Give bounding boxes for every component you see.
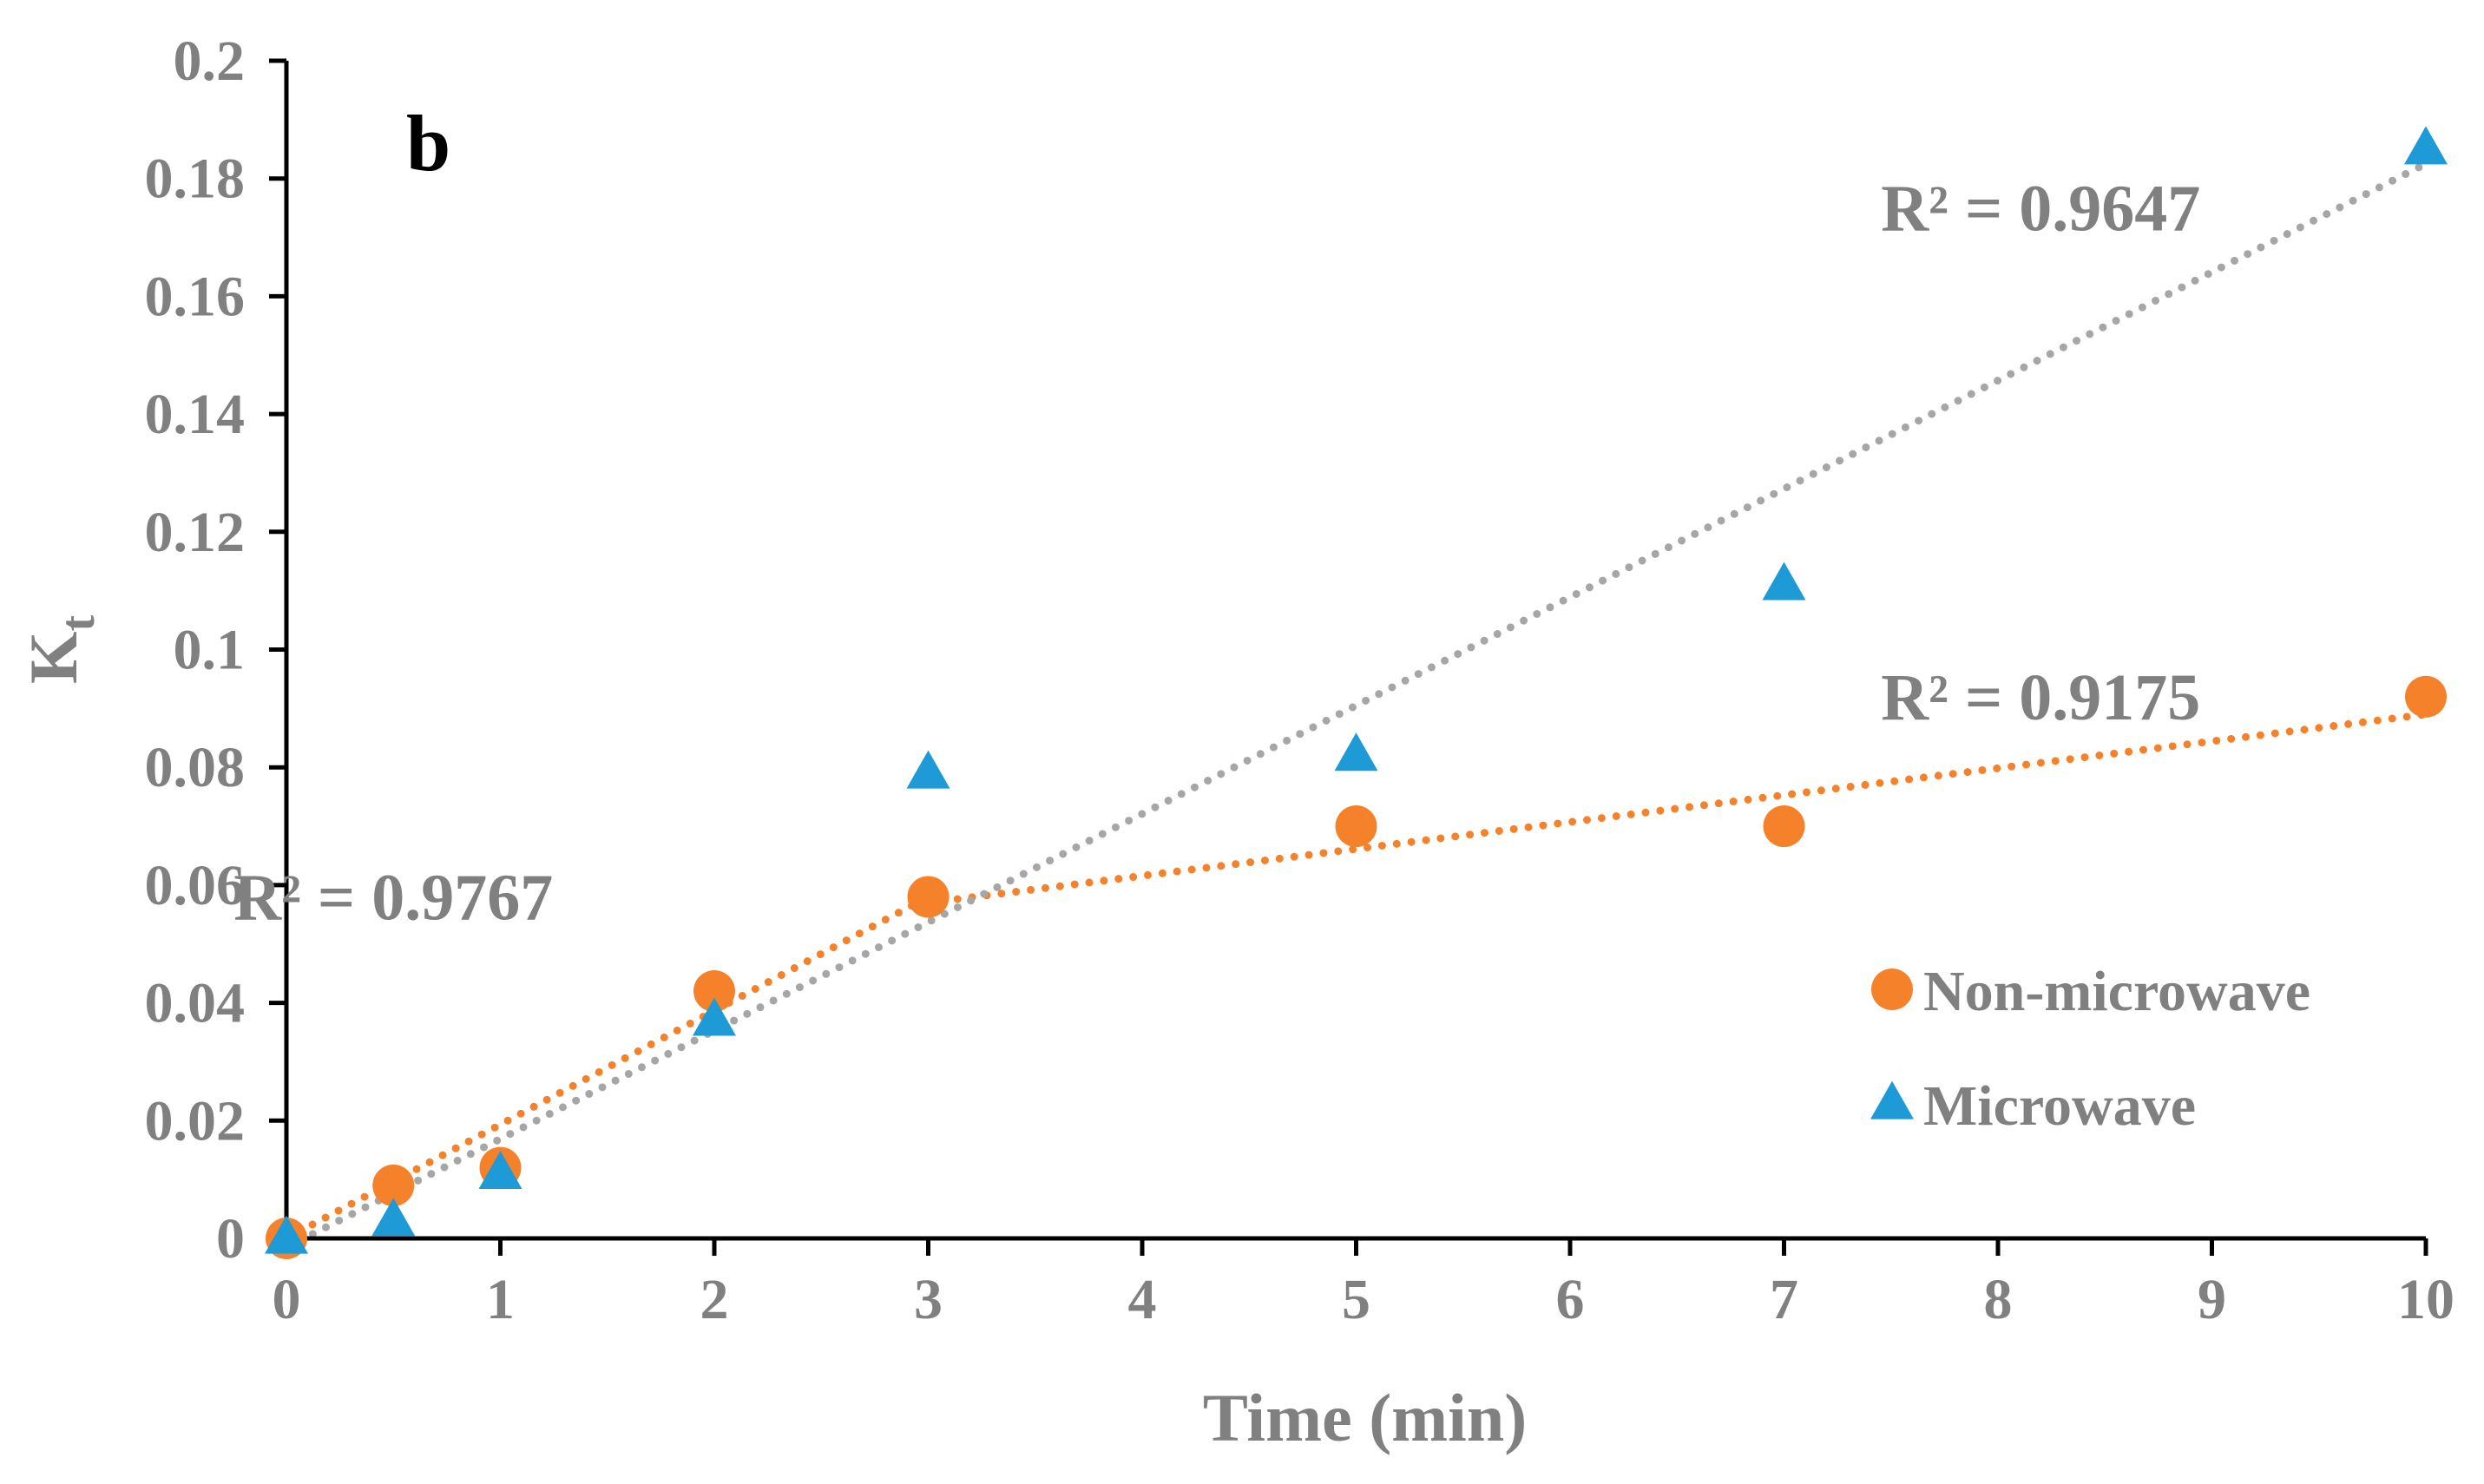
r-squared-annotation-2: R² = 0.9647: [1881, 173, 2200, 246]
y-axis-title-main: K: [16, 631, 91, 684]
data-point-microwave: [371, 1198, 416, 1237]
y-tick-label: 0.02: [145, 1089, 246, 1152]
data-point-non-microwave: [693, 970, 735, 1013]
legend: Non-microwave Microwave: [1870, 960, 2310, 1138]
y-tick-label: 0.06: [145, 854, 246, 917]
y-tick-label: 0.08: [145, 736, 246, 799]
data-point-non-microwave: [372, 1164, 415, 1206]
y-tick-label: 0.12: [145, 501, 246, 564]
legend-marker-non-microwave: [1871, 969, 1913, 1010]
x-tick-label: 3: [914, 1268, 943, 1331]
y-tick-label: 0.04: [145, 972, 246, 1035]
data-point-non-microwave: [1335, 805, 1377, 848]
trendline-2: [924, 710, 2430, 907]
x-tick-label: 9: [2198, 1268, 2226, 1331]
data-point-non-microwave: [1763, 805, 1805, 848]
y-tick-label: 0.2: [174, 30, 246, 93]
panel-label: b: [406, 99, 450, 187]
data-point-microwave: [265, 1215, 308, 1254]
y-tick-label: 0: [216, 1207, 245, 1271]
data-point-microwave: [1334, 732, 1378, 772]
x-tick-label: 10: [2397, 1268, 2454, 1331]
text-layer: Time (min) Kt b R² = 0.9767 R² = 0.9647 R² = …: [16, 99, 2200, 1455]
y-tick-label: 0.16: [145, 265, 246, 328]
data-point-microwave: [2404, 126, 2448, 165]
data-point-microwave: [693, 997, 736, 1036]
x-tick-label: 1: [486, 1268, 515, 1331]
data-points-layer: [265, 126, 2448, 1259]
x-axis-title: Time (min): [1203, 1380, 1527, 1455]
x-tick-label: 6: [1556, 1268, 1585, 1331]
y-axis-title-subscript: t: [51, 614, 105, 631]
data-point-non-microwave: [907, 876, 950, 918]
y-tick-label: 0.18: [145, 148, 246, 211]
x-tick-label: 8: [1984, 1268, 2013, 1331]
data-point-microwave: [478, 1150, 522, 1189]
axes-layer: 0 0.02 0.04 0.06 0.08 0.1 0.12 0.14 0.16 0.18 0.2 0…: [145, 30, 2455, 1331]
legend-label-non-microwave: Non-microwave: [1923, 960, 2310, 1023]
x-tick-label: 0: [273, 1268, 301, 1331]
x-tick-label: 2: [700, 1268, 729, 1331]
legend-marker-microwave: [1870, 1080, 1914, 1120]
y-tick-label: 0.14: [145, 383, 246, 446]
legend-label-microwave: Microwave: [1923, 1074, 2196, 1138]
data-point-non-microwave: [2405, 675, 2447, 718]
y-axis-title: Kt: [16, 614, 105, 684]
x-tick-label: 4: [1128, 1268, 1157, 1331]
data-point-microwave: [1762, 561, 1806, 601]
x-tick-label: 5: [1342, 1268, 1370, 1331]
data-point-microwave: [906, 750, 950, 789]
x-tick-label: 7: [1770, 1268, 1798, 1331]
r-squared-annotation-3: R² = 0.9175: [1881, 661, 2200, 734]
trendline-3: [282, 160, 2430, 1251]
r-squared-annotation-1: R² = 0.9767: [233, 861, 553, 934]
y-tick-label: 0.1: [174, 619, 246, 682]
